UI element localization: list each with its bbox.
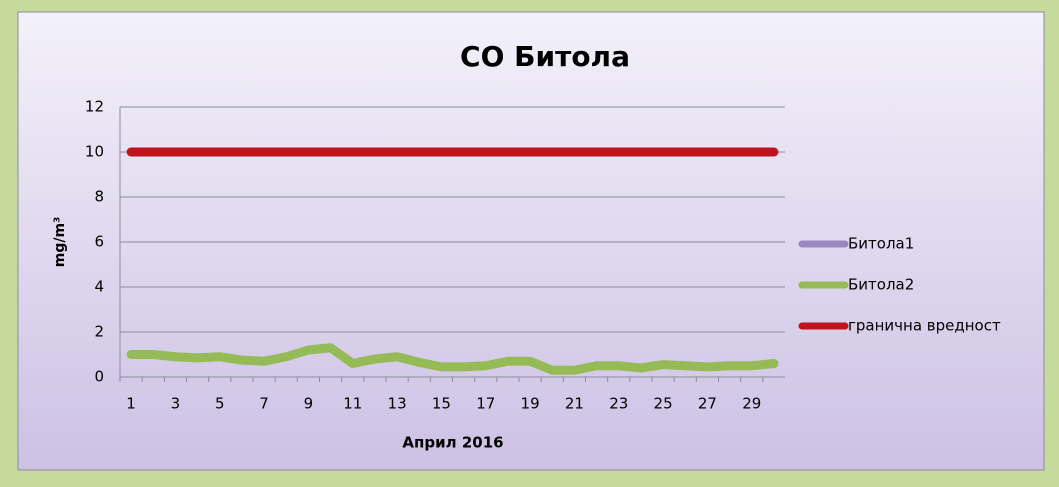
- x-tick-label: 25: [654, 395, 673, 413]
- y-tick-label: 10: [85, 143, 104, 161]
- x-tick-label: 29: [742, 395, 761, 413]
- x-tick-label: 21: [565, 395, 584, 413]
- x-tick-label: 15: [432, 395, 451, 413]
- x-tick-label: 13: [388, 395, 407, 413]
- chart-title: CO Битола: [460, 40, 630, 73]
- x-axis-label: Април 2016: [402, 434, 503, 452]
- x-tick-label: 9: [304, 395, 314, 413]
- x-tick-label: 3: [171, 395, 181, 413]
- x-tick-label: 19: [521, 395, 540, 413]
- y-tick-label: 6: [94, 233, 104, 251]
- y-tick-label: 12: [85, 98, 104, 116]
- x-tick-label: 5: [215, 395, 225, 413]
- y-tick-label: 0: [94, 368, 104, 386]
- y-tick-label: 8: [94, 188, 104, 206]
- x-tick-label: 7: [259, 395, 269, 413]
- y-axis-label: mg/m³: [52, 217, 68, 267]
- x-tick-label: 1: [126, 395, 136, 413]
- chart-area: [17, 11, 1045, 471]
- series-line: [126, 343, 779, 375]
- y-tick-label: 2: [94, 323, 104, 341]
- x-tick-label: 17: [476, 395, 495, 413]
- y-tick-label: 4: [94, 278, 104, 296]
- x-tick-label: 27: [698, 395, 717, 413]
- x-tick-label: 23: [609, 395, 628, 413]
- legend-label: Битола2: [848, 276, 914, 294]
- x-tick-label: 11: [343, 395, 362, 413]
- legend-label: Битола1: [848, 235, 914, 253]
- legend-label: гранична вредност: [848, 317, 1001, 335]
